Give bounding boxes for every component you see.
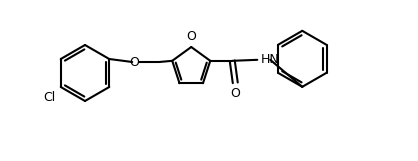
Text: O: O [230, 87, 240, 100]
Text: HN: HN [260, 53, 279, 66]
Text: O: O [186, 30, 196, 43]
Text: O: O [129, 56, 139, 68]
Text: Cl: Cl [43, 91, 56, 104]
